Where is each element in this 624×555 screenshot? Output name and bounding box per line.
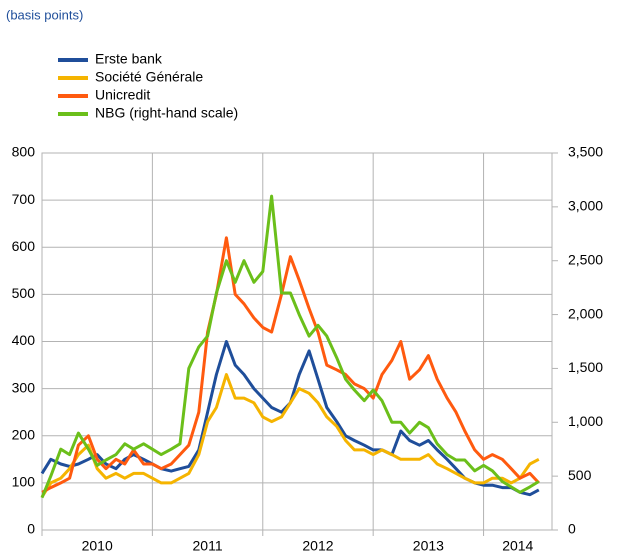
series-line: [41, 236, 540, 494]
y-tick-label: 300: [12, 379, 36, 395]
series-line: [40, 340, 540, 497]
y2-tick-label: 1,500: [568, 359, 603, 375]
y-tick-label: 500: [12, 285, 36, 301]
y-tick-label: 700: [12, 191, 36, 207]
x-tick-label: 2010: [82, 538, 113, 554]
y2-tick-label: 1,000: [568, 413, 603, 429]
legend-label: Société Générale: [95, 69, 203, 85]
chart-subtitle: (basis points): [6, 7, 83, 22]
y2-tick-label: 500: [568, 467, 592, 483]
y2-tick-label: 2,000: [568, 305, 603, 321]
series-line: [40, 194, 540, 499]
y2-tick-label: 3,500: [568, 144, 603, 160]
x-tick-label: 2013: [413, 538, 444, 554]
legend-label: Unicredit: [95, 87, 150, 103]
legend-label: Erste bank: [95, 51, 163, 67]
legend-label: NBG (right-hand scale): [95, 105, 238, 121]
x-tick-label: 2011: [193, 538, 223, 554]
y2-tick-label: 3,000: [568, 198, 603, 214]
y-tick-label: 800: [12, 144, 36, 160]
x-tick-label: 2012: [302, 538, 333, 554]
y2-tick-label: 2,500: [568, 251, 603, 267]
series-line: [40, 373, 540, 498]
y-tick-label: 200: [12, 426, 36, 442]
y-tick-label: 600: [12, 238, 36, 254]
y-tick-label: 400: [12, 332, 36, 348]
y-tick-label: 100: [12, 474, 36, 490]
y2-tick-label: 0: [568, 521, 576, 537]
y-tick-label: 0: [27, 521, 35, 537]
x-tick-label: 2014: [502, 538, 533, 554]
